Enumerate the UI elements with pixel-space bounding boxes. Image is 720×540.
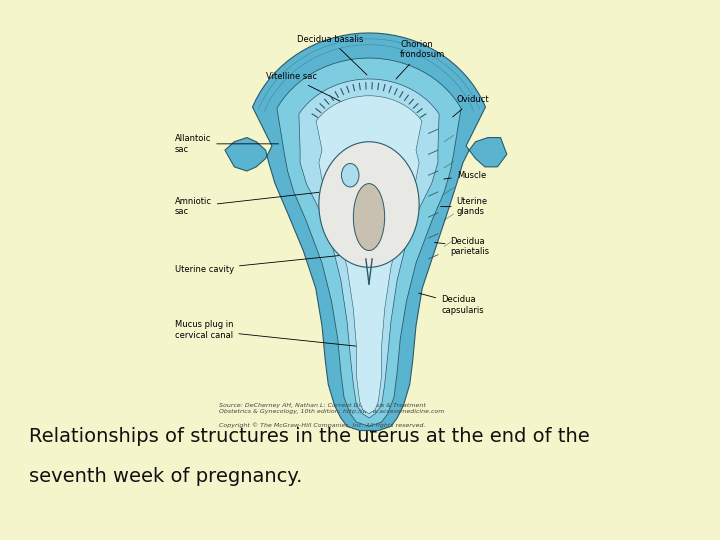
Text: Decidua
capsularis: Decidua capsularis	[418, 293, 484, 315]
Text: Vitelline sac: Vitelline sac	[266, 72, 348, 105]
Polygon shape	[277, 58, 461, 427]
Text: Muscle: Muscle	[444, 171, 486, 180]
Text: Mucus plug in
cervical canal: Mucus plug in cervical canal	[175, 320, 360, 347]
Polygon shape	[299, 79, 439, 418]
Circle shape	[341, 164, 359, 187]
Text: Decidua
parietalis: Decidua parietalis	[434, 237, 490, 256]
Text: Oviduct: Oviduct	[453, 96, 490, 117]
Text: Copyright © The McGraw-Hill Companies, Inc. All rights reserved.: Copyright © The McGraw-Hill Companies, I…	[219, 422, 426, 428]
Text: Relationships of structures in the uterus at the end of the: Relationships of structures in the uteru…	[29, 427, 590, 446]
Text: Uterine cavity: Uterine cavity	[175, 255, 344, 274]
Text: Source: DeCherney AH, Nathan L: Current Diagnosis & Treatment
Obstetrics & Gynec: Source: DeCherney AH, Nathan L: Current …	[219, 403, 444, 414]
Text: Decidua basalis: Decidua basalis	[297, 35, 367, 75]
Text: Amniotic
sac: Amniotic sac	[175, 192, 319, 217]
Text: seventh week of pregnancy.: seventh week of pregnancy.	[29, 467, 302, 486]
Text: Uterine
glands: Uterine glands	[441, 197, 488, 217]
Text: Allantoic
sac: Allantoic sac	[175, 134, 279, 153]
Ellipse shape	[319, 142, 419, 267]
Ellipse shape	[354, 184, 384, 251]
Text: Chorion
frondosum: Chorion frondosum	[396, 40, 446, 79]
Polygon shape	[225, 33, 507, 430]
Polygon shape	[316, 96, 422, 414]
